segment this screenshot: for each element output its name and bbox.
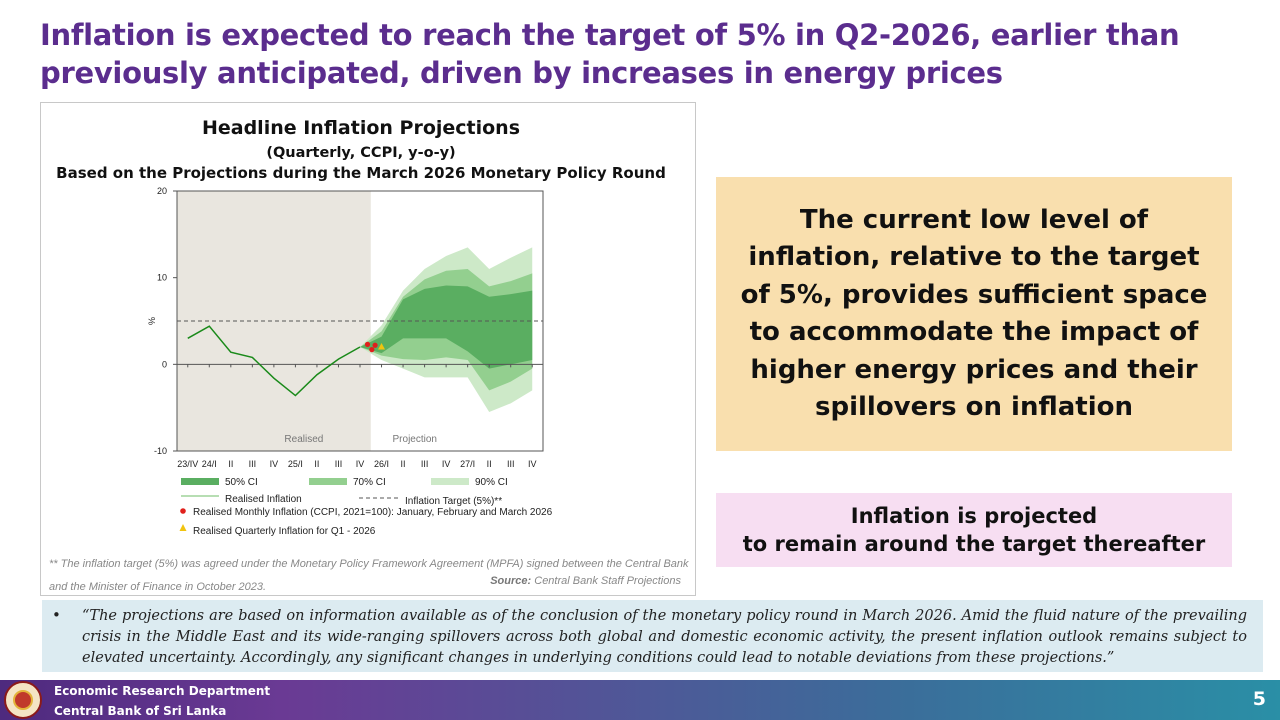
y-tick-label: 0	[162, 359, 167, 369]
y-tick-label: -10	[154, 446, 167, 456]
legend-realised-label: Realised Inflation	[225, 494, 302, 505]
plot-area: 23/IV 24/I II III IV 25/I II III IV 26/I II III IV 27…	[147, 186, 544, 469]
x-tick-label: III	[421, 459, 429, 469]
footer-bar: Economic Research Department Central Ban…	[0, 680, 1280, 720]
cbsl-logo	[4, 681, 42, 719]
footer-bank: Central Bank of Sri Lanka	[54, 704, 227, 718]
secondary-message-line-1: Inflation is projected	[850, 504, 1098, 528]
chart-subtitle-2: Based on the Projections during the Marc…	[56, 164, 666, 182]
realised-monthly-point	[369, 347, 375, 353]
x-tick-label: II	[314, 459, 319, 469]
chart-legend: 50% CI 70% CI 90% CI Realised Inflation Infl…	[179, 477, 553, 537]
legend-ci70-swatch	[309, 478, 347, 485]
y-tick-label: 20	[157, 186, 167, 196]
chart-source: Source: Central Bank Staff Projections	[490, 575, 681, 587]
x-tick-label: II	[487, 459, 492, 469]
x-tick-label: III	[507, 459, 515, 469]
legend-ci90-label: 90% CI	[475, 477, 508, 488]
inflation-chart: Headline Inflation Projections (Quarterl…	[56, 117, 666, 537]
disclaimer-note: • “The projections are based on informat…	[42, 600, 1263, 672]
slide-title: Inflation is expected to reach the targe…	[40, 18, 1180, 90]
cbsl-logo-emblem	[13, 690, 33, 710]
x-tick-label: IV	[356, 459, 365, 469]
x-tick-label: III	[335, 459, 343, 469]
ci50-band	[360, 285, 533, 369]
x-tick-label: 27/I	[460, 459, 475, 469]
footer-department: Economic Research Department	[54, 684, 271, 698]
y-axis-label: %	[147, 317, 157, 325]
source-text: Central Bank Staff Projections	[534, 575, 681, 587]
secondary-message-text: Inflation is projected to remain around t…	[743, 502, 1206, 558]
legend-target-label: Inflation Target (5%)**	[405, 496, 502, 507]
legend-monthly-dot	[180, 508, 186, 514]
x-tick-label: III	[249, 459, 257, 469]
legend-ci70-label: 70% CI	[353, 477, 386, 488]
chart-title: Headline Inflation Projections	[202, 117, 520, 139]
chart-panel: Headline Inflation Projections (Quarterl…	[40, 102, 696, 596]
note-text: “The projections are based on informatio…	[82, 608, 1247, 666]
chart-footnote: ** The inflation target (5%) was agreed …	[49, 558, 689, 593]
realised-monthly-point	[372, 342, 378, 348]
projection-region-label: Projection	[393, 434, 437, 445]
secondary-message-box: Inflation is projected to remain around t…	[716, 493, 1232, 567]
key-message-text: The current low level of inflation, rela…	[740, 204, 1208, 423]
legend-quarterly-label: Realised Quarterly Inflation for Q1 - 20…	[193, 526, 376, 537]
x-tick-label: II	[401, 459, 406, 469]
legend-ci50-label: 50% CI	[225, 477, 258, 488]
x-tick-label: 24/I	[202, 459, 217, 469]
realised-region-label: Realised	[284, 434, 323, 445]
source-label: Source:	[490, 575, 532, 587]
legend-ci90-swatch	[431, 478, 469, 485]
x-tick-label: 26/I	[374, 459, 389, 469]
x-tick-label: IV	[442, 459, 451, 469]
legend-ci50-swatch	[181, 478, 219, 485]
x-tick-label: IV	[270, 459, 279, 469]
realised-monthly-point	[364, 341, 371, 347]
legend-monthly-label: Realised Monthly Inflation (CCPI, 2021=1…	[193, 507, 553, 518]
key-message-box: The current low level of inflation, rela…	[716, 177, 1232, 451]
legend-quarterly-marker	[179, 524, 187, 531]
realised-quarterly-marker	[378, 343, 386, 350]
chart-subtitle: (Quarterly, CCPI, y-o-y)	[266, 145, 455, 161]
secondary-message-line-2: to remain around the target thereafter	[742, 532, 1206, 556]
y-tick-label: 10	[157, 273, 167, 283]
x-tick-label: IV	[528, 459, 537, 469]
realised-inflation-line	[187, 325, 361, 397]
note-bullet: •	[52, 606, 61, 624]
page-number: 5	[1252, 688, 1266, 710]
x-tick-label: II	[228, 459, 233, 469]
x-tick-label: 25/I	[288, 459, 303, 469]
x-tick-label: 23/IV	[177, 459, 198, 469]
